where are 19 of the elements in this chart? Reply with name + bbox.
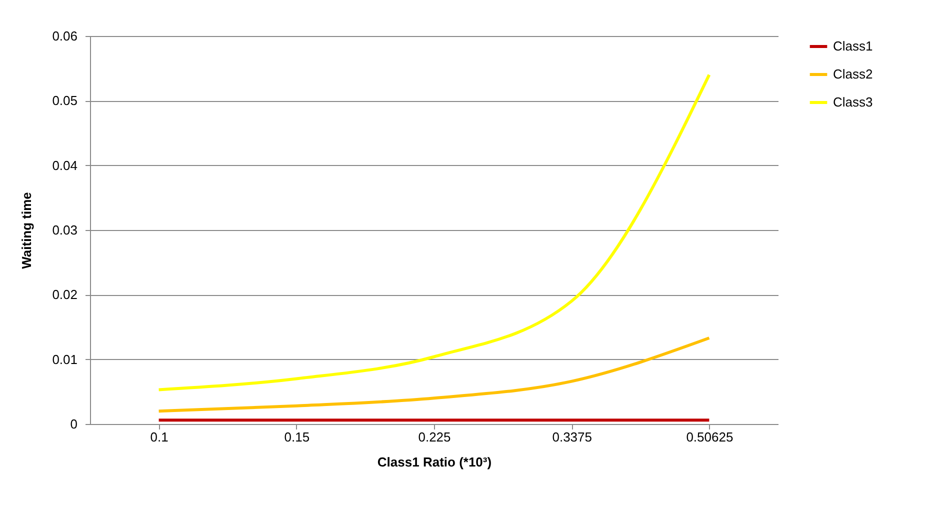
legend-label: Class1 [833,38,873,54]
y-tick-label: 0.05 [52,93,78,108]
legend-label: Class3 [833,94,873,110]
x-axis-title: Class1 Ratio (*10³) [377,454,492,470]
x-tick-label: 0.50625 [686,430,734,444]
y-tick-label: 0.04 [52,158,78,173]
y-tick-label: 0.06 [52,28,78,44]
y-tick-label: 0.01 [52,352,78,367]
x-tick-label: 0.225 [418,430,451,444]
legend-label: Class2 [833,66,873,82]
line-series [157,336,711,413]
x-tick-label: 0.3375 [552,430,592,444]
y-axis-title: Waiting time [19,192,34,269]
y-tick-label: 0.03 [52,222,78,238]
x-tick-label: 0.15 [284,430,310,444]
y-tick-label: 0 [70,416,78,432]
y-tick-label: 0.02 [52,287,78,302]
line-series [157,73,711,392]
x-tick-label: 0.1 [150,430,168,444]
